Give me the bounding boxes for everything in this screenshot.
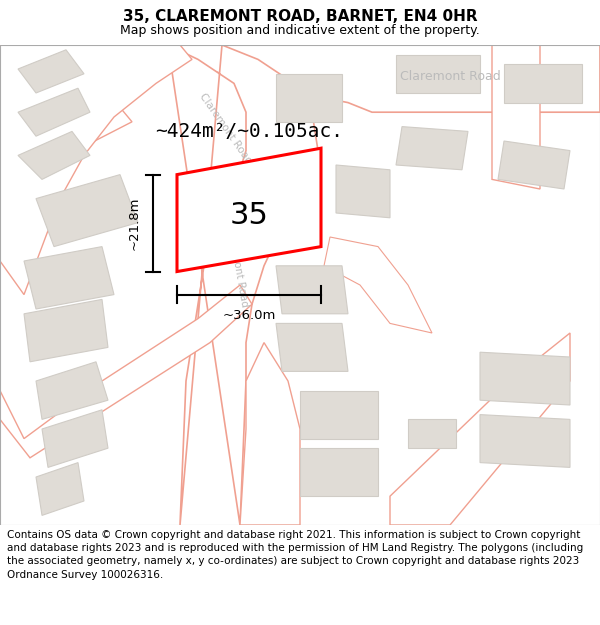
Polygon shape	[300, 391, 378, 439]
Polygon shape	[177, 148, 321, 271]
Polygon shape	[0, 69, 132, 179]
Polygon shape	[18, 88, 90, 136]
Polygon shape	[0, 285, 252, 458]
Text: Map shows position and indicative extent of the property.: Map shows position and indicative extent…	[120, 24, 480, 37]
Polygon shape	[408, 419, 456, 448]
Polygon shape	[24, 299, 108, 362]
Polygon shape	[18, 50, 84, 93]
Text: ~36.0m: ~36.0m	[223, 309, 275, 322]
Polygon shape	[276, 74, 342, 122]
Text: ~21.8m: ~21.8m	[128, 196, 141, 250]
Polygon shape	[36, 362, 108, 419]
Polygon shape	[36, 174, 138, 247]
Polygon shape	[498, 141, 570, 189]
Polygon shape	[300, 448, 378, 496]
Text: ~424m²/~0.105ac.: ~424m²/~0.105ac.	[155, 122, 343, 141]
Polygon shape	[390, 333, 570, 525]
Polygon shape	[396, 54, 480, 93]
Polygon shape	[324, 237, 432, 333]
Polygon shape	[504, 64, 582, 102]
Polygon shape	[240, 342, 300, 525]
Text: Claremont Road: Claremont Road	[225, 224, 249, 308]
Polygon shape	[492, 45, 540, 189]
Text: 35: 35	[230, 201, 268, 230]
Polygon shape	[168, 45, 318, 525]
Polygon shape	[36, 462, 84, 516]
Polygon shape	[276, 323, 348, 371]
Polygon shape	[180, 45, 600, 112]
Text: Contains OS data © Crown copyright and database right 2021. This information is : Contains OS data © Crown copyright and d…	[7, 530, 583, 579]
Text: Claremont Road: Claremont Road	[197, 92, 253, 166]
Polygon shape	[480, 352, 570, 405]
Polygon shape	[0, 45, 192, 294]
Polygon shape	[276, 266, 348, 314]
Polygon shape	[480, 414, 570, 468]
Polygon shape	[18, 131, 90, 179]
Polygon shape	[42, 410, 108, 468]
Polygon shape	[336, 165, 390, 217]
Polygon shape	[396, 127, 468, 170]
Text: Claremont Road: Claremont Road	[400, 70, 500, 82]
Text: 35, CLAREMONT ROAD, BARNET, EN4 0HR: 35, CLAREMONT ROAD, BARNET, EN4 0HR	[122, 9, 478, 24]
Polygon shape	[24, 247, 114, 309]
